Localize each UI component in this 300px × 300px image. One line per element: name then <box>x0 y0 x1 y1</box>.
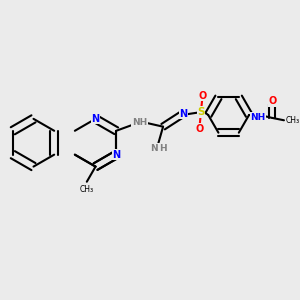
Text: O: O <box>198 91 206 100</box>
Text: O: O <box>268 96 276 106</box>
Text: H: H <box>159 144 166 153</box>
Text: S: S <box>197 107 205 117</box>
Text: NH: NH <box>250 113 266 122</box>
Text: O: O <box>195 124 204 134</box>
Text: NH: NH <box>150 144 165 153</box>
Text: N: N <box>179 109 188 118</box>
Text: NH: NH <box>132 118 147 127</box>
Text: N: N <box>92 114 100 124</box>
Text: CH₃: CH₃ <box>285 116 299 125</box>
Text: N: N <box>112 150 120 160</box>
Text: CH₃: CH₃ <box>80 184 94 194</box>
